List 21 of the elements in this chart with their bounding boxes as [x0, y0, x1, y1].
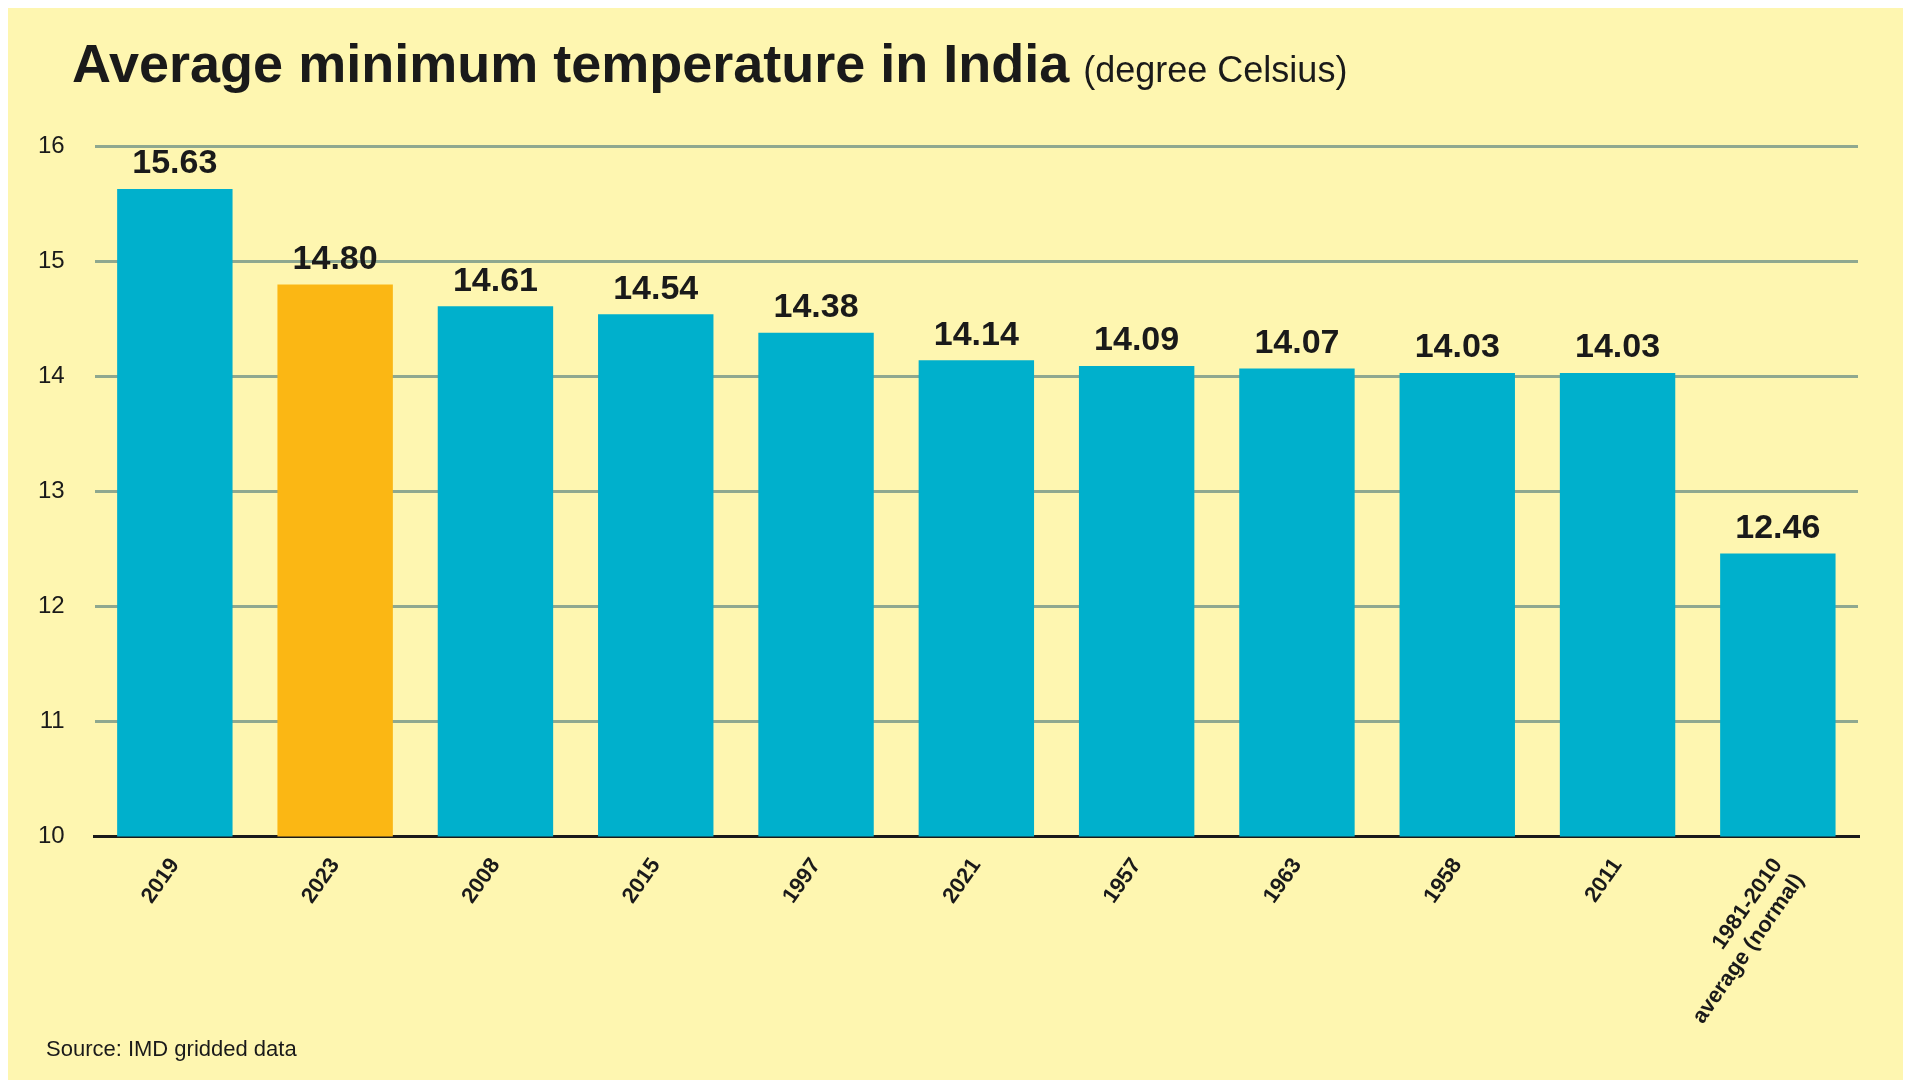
y-tick-label: 15: [37, 246, 65, 274]
data-label: 12.46: [1735, 506, 1821, 545]
data-label: 15.63: [132, 142, 218, 181]
source-note: Source: IMD gridded data: [46, 1036, 297, 1062]
y-tick-label: 14: [37, 361, 65, 389]
data-label: 14.03: [1575, 326, 1661, 365]
y-tick-label: 11: [39, 706, 65, 734]
data-label: 14.03: [1414, 326, 1500, 365]
y-tick-label: 12: [37, 591, 65, 619]
y-tick-label: 10: [37, 821, 65, 849]
data-label: 14.09: [1094, 319, 1180, 358]
y-tick-label: 13: [37, 476, 65, 504]
chart-subtitle: (degree Celsius): [1083, 49, 1348, 90]
data-label: 14.07: [1254, 321, 1340, 360]
y-tick-label: 16: [37, 131, 65, 159]
data-label: 14.14: [933, 313, 1019, 352]
chart-title: Average minimum temperature in India: [72, 33, 1070, 93]
data-label: 14.38: [773, 286, 859, 325]
data-label: 14.54: [613, 267, 699, 306]
data-label: 14.80: [292, 237, 378, 276]
data-label: 14.61: [452, 259, 538, 298]
